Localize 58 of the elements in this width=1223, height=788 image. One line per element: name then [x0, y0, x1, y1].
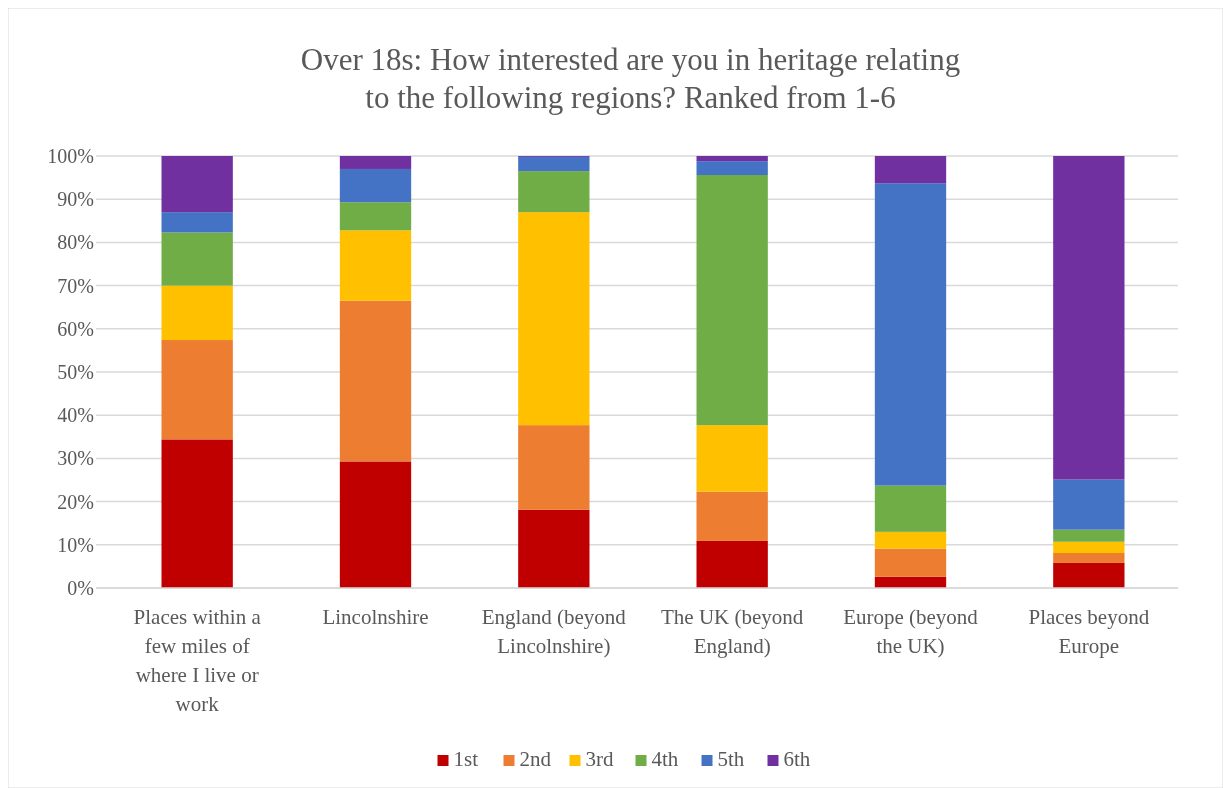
- bar: [1053, 553, 1125, 563]
- y-tick-label: 80%: [57, 231, 94, 254]
- y-tick-label: 30%: [57, 447, 94, 470]
- bar: [161, 340, 233, 440]
- bar: [1053, 529, 1125, 542]
- bar: [161, 232, 233, 286]
- x-tick-label: Places within a few miles of where I live or work: [133, 605, 262, 716]
- chart-title: Over 18s: How interested are you in heritage relating to the following regions? Ranked from 1-6: [300, 42, 961, 115]
- x-tick-label: England (beyond Lincolnshire): [481, 605, 627, 658]
- bar: [161, 285, 233, 341]
- bar: [339, 156, 412, 169]
- bar: [696, 175, 768, 426]
- bar: [1053, 479, 1125, 530]
- bar: [161, 212, 233, 233]
- bar: [339, 168, 412, 203]
- x-tick-label: Europe (beyond the UK): [843, 605, 979, 658]
- bar: [696, 491, 768, 541]
- y-tick-label: 70%: [57, 274, 94, 297]
- legend-label: 4th: [651, 747, 679, 771]
- legend-label: 1st: [453, 747, 479, 771]
- bar: [339, 461, 412, 588]
- y-tick-label: 60%: [57, 317, 94, 340]
- y-tick-label: 20%: [57, 490, 94, 513]
- legend-label: 5th: [717, 747, 745, 771]
- bar: [161, 156, 233, 213]
- x-tick-label: The UK (beyond England): [661, 605, 804, 658]
- legend-label: 2nd: [519, 747, 552, 771]
- y-tick-label: 90%: [57, 188, 94, 211]
- bar: [696, 161, 768, 176]
- bar: [518, 425, 590, 510]
- x-tick-label: Lincolnshire: [322, 605, 429, 629]
- y-tick-label: 10%: [57, 533, 94, 556]
- bar: [874, 156, 947, 184]
- x-tick-label: Places beyond Europe: [1028, 605, 1150, 658]
- bar: [339, 300, 412, 462]
- bar: [518, 171, 590, 213]
- bar: [696, 540, 768, 588]
- bar: [874, 548, 947, 577]
- legend-label: 3rd: [585, 747, 614, 771]
- bar: [339, 202, 412, 231]
- y-tick-label: 0%: [67, 577, 94, 599]
- bar: [518, 156, 590, 172]
- bar: [339, 230, 412, 301]
- bar: [161, 439, 233, 588]
- bar: [1053, 562, 1125, 588]
- legend-label: 6th: [783, 747, 811, 771]
- y-tick-label: 40%: [57, 404, 94, 427]
- bar: [874, 531, 947, 549]
- bar: [874, 183, 947, 486]
- bar: [1053, 541, 1125, 554]
- y-tick-label: 100%: [47, 145, 94, 167]
- bar: [518, 212, 590, 426]
- bar: [518, 509, 590, 588]
- bar: [874, 485, 947, 532]
- bar: [1053, 156, 1125, 480]
- bar: [696, 425, 768, 492]
- y-tick-label: 50%: [57, 361, 94, 383]
- bar: [696, 156, 768, 162]
